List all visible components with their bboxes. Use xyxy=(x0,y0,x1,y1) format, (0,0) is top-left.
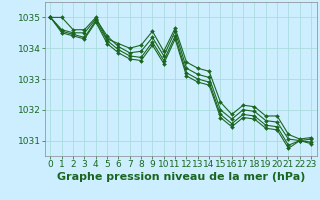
X-axis label: Graphe pression niveau de la mer (hPa): Graphe pression niveau de la mer (hPa) xyxy=(57,172,305,182)
